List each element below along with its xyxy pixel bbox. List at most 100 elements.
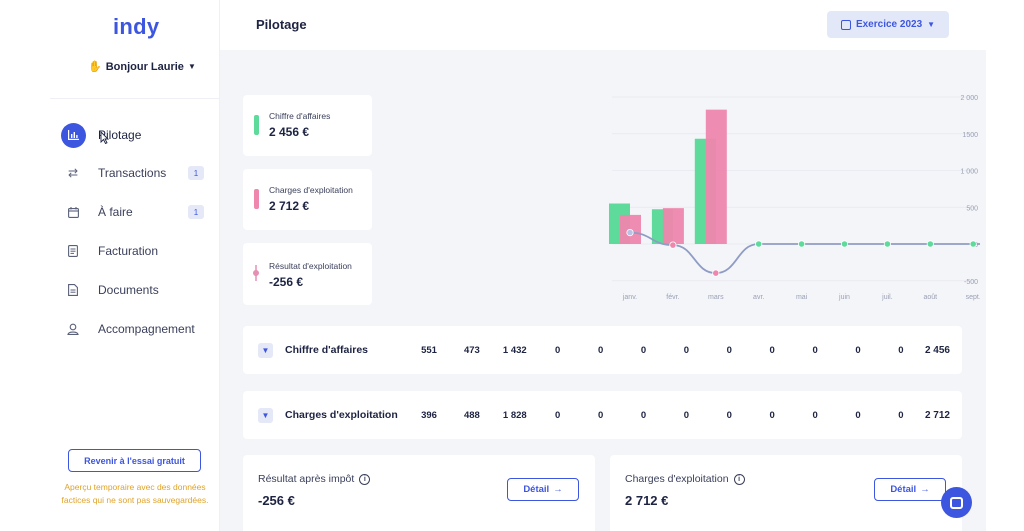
row-cell: 0 [597,410,604,421]
x-tick-label: août [923,294,937,301]
row-cell: 396 [421,410,437,421]
line-point [626,229,634,237]
user-menu[interactable]: ✋ Bonjour Laurie ▼ [88,60,196,74]
row-cell: 0 [683,345,690,356]
card-label: Résultat après impôt [258,473,355,485]
kpi-label: Chiffre d'affaires [269,111,331,121]
y-tick-label: -500 [964,279,978,286]
revenue-color-marker [254,115,259,135]
y-tick-label: 1 000 [960,169,978,176]
line-point [969,240,977,248]
chat-support-button[interactable] [941,487,972,518]
fiscal-year-dropdown[interactable]: Exercice 2023 ▼ [827,11,949,38]
series-line-result [629,231,980,275]
y-tick-label: 1500 [962,132,978,139]
kpi-card-revenue[interactable]: Chiffre d'affaires 2 456 € [243,95,372,156]
sidebar-item-documents[interactable]: Documents [50,275,220,305]
x-tick-label: avr. [753,294,764,301]
kpi-card-charges[interactable]: Charges d'exploitation 2 712 € [243,169,372,230]
kpi-value: -256 € [269,275,304,289]
sidebar-item-accompagnement[interactable]: Accompagnement [50,314,220,344]
arrow-right-icon: → [553,484,563,495]
line-point [883,240,891,248]
row-cell: 0 [555,345,561,356]
chevron-down-icon: ▼ [927,20,936,29]
x-tick-label: févr. [666,294,679,301]
waving-hand-icon: ✋ [88,61,102,73]
card-operating-charges: Charges d'exploitation i 2 712 € Détail … [610,455,962,531]
line-point [840,240,849,248]
x-tick-label: juin [838,294,850,301]
bar-charges [705,109,727,244]
sidebar-item-label: Documents [98,283,159,297]
detail-button[interactable]: Détail → [874,478,946,501]
row-cell: 0 [683,410,690,421]
arrow-right-icon: → [920,484,930,495]
info-icon[interactable]: i [359,473,371,485]
detail-button[interactable]: Détail → [507,478,579,501]
chevron-down-icon: ▼ [187,62,196,71]
calendar-icon [840,19,851,30]
row-cell: 0 [855,345,861,356]
divider [50,98,220,99]
row-cell: 0 [555,410,561,421]
kpi-label: Charges d'exploitation [269,185,353,195]
x-tick-label: mars [708,294,724,301]
chevron-down-icon[interactable]: ▼ [258,343,273,358]
row-cell: 0 [640,345,647,356]
chat-icon [950,496,963,509]
row-cell: 0 [726,410,732,421]
card-label: Charges d'exploitation [625,473,729,485]
row-cell: 0 [769,410,775,421]
indy-logo[interactable]: indy [113,14,160,39]
row-cell: 0 [812,345,818,356]
support-person-icon [64,320,82,338]
count-badge: 1 [188,205,204,219]
sidebar-item-pilotage[interactable]: Pilotage [50,120,220,150]
row-cell: 1 432 [502,345,527,356]
chevron-down-icon[interactable]: ▼ [258,408,273,423]
main-content: Pilotage Exercice 2023 ▼ Chiffre d'affai… [220,0,986,531]
card-label-wrap: Résultat après impôt i [258,473,371,485]
row-cell: 551 [421,345,437,356]
line-point [926,240,934,248]
detail-button-label: Détail [890,484,917,495]
y-tick-label: 500 [966,205,978,212]
charges-color-marker [254,189,259,209]
kpi-card-result[interactable]: Résultat d'exploitation -256 € [243,243,372,305]
count-badge: 1 [188,166,204,180]
detail-button-label: Détail [523,484,550,495]
row-cell: 0 [898,345,904,356]
kpi-value: 2 712 € [269,199,310,213]
kpi-label: Résultat d'exploitation [269,261,352,271]
page-title: Pilotage [256,17,307,32]
bar-charges [662,208,684,244]
sidebar-item-a-faire[interactable]: À faire 1 [50,197,220,227]
x-tick-label: mai [796,294,808,301]
line-point [797,240,806,248]
row-cell: 0 [812,410,818,421]
row-cell: 0 [855,410,861,421]
sidebar-item-transactions[interactable]: ⇄ Transactions 1 [50,158,220,188]
table-row-charges[interactable]: ▼ Charges d'exploitation 2 712 396 488 1 8… [243,391,962,439]
result-line-marker [253,265,259,281]
greeting-text: Bonjour Laurie [105,60,184,73]
x-tick-label: sept. [966,294,980,301]
sidebar-item-label: Pilotage [98,128,142,142]
top-bar: Pilotage Exercice 2023 ▼ [220,0,986,50]
sidebar-item-label: Transactions [98,166,167,180]
line-point [755,240,763,248]
line-point [669,241,677,249]
sidebar-item-label: Facturation [98,244,159,258]
row-cell: 0 [726,345,732,356]
sidebar-item-label: Accompagnement [98,322,195,336]
y-tick-label: 2 000 [960,95,978,102]
trial-button[interactable]: Revenir à l'essai gratuit [68,449,201,472]
row-cell: 0 [898,410,904,421]
info-icon[interactable]: i [733,473,745,485]
row-cell: 488 [463,410,480,421]
x-tick-label: juil. [881,294,893,301]
sidebar-item-facturation[interactable]: Facturation [50,236,220,266]
table-row-revenue[interactable]: ▼ Chiffre d'affaires 2 456 551 473 1 432 0 0… [243,326,962,374]
